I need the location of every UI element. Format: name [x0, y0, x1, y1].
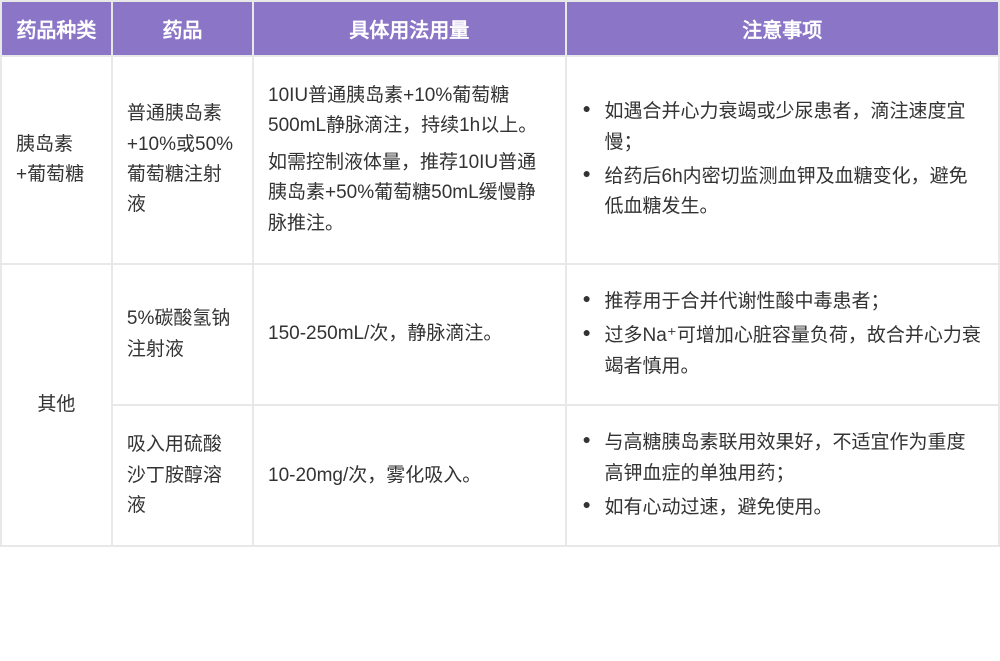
cell-drug: 5%碳酸氢钠注射液 [112, 264, 253, 405]
note-item: 给药后6h内密切监测血钾及血糖变化，避免低血糖发生。 [581, 162, 985, 223]
table-row: 吸入用硫酸沙丁胺醇溶液 10-20mg/次，雾化吸入。 与高糖胰岛素联用效果好，… [1, 405, 999, 546]
table-row: 其他 5%碳酸氢钠注射液 150-250mL/次，静脉滴注。 推荐用于合并代谢性… [1, 264, 999, 405]
notes-list: 如遇合并心力衰竭或少尿患者，滴注速度宜慢； 给药后6h内密切监测血钾及血糖变化，… [581, 97, 985, 223]
dosage-paragraph: 如需控制液体量，推荐10IU普通胰岛素+50%葡萄糖50mL缓慢静脉推注。 [268, 148, 551, 239]
cell-notes: 如遇合并心力衰竭或少尿患者，滴注速度宜慢； 给药后6h内密切监测血钾及血糖变化，… [566, 56, 1000, 264]
cell-drug: 吸入用硫酸沙丁胺醇溶液 [112, 405, 253, 546]
cell-notes: 与高糖胰岛素联用效果好，不适宜作为重度高钾血症的单独用药； 如有心动过速，避免使… [566, 405, 1000, 546]
table-body: 胰岛素+葡萄糖 普通胰岛素+10%或50%葡萄糖注射液 10IU普通胰岛素+10… [1, 56, 999, 546]
drug-table-container: 药品种类 药品 具体用法用量 注意事项 胰岛素+葡萄糖 普通胰岛素+10%或50… [0, 0, 1000, 547]
header-category: 药品种类 [1, 1, 112, 56]
notes-list: 与高糖胰岛素联用效果好，不适宜作为重度高钾血症的单独用药； 如有心动过速，避免使… [581, 428, 985, 523]
note-item: 与高糖胰岛素联用效果好，不适宜作为重度高钾血症的单独用药； [581, 428, 985, 489]
note-item: 过多Na⁺可增加心脏容量负荷，故合并心力衰竭者慎用。 [581, 321, 985, 382]
cell-notes: 推荐用于合并代谢性酸中毒患者； 过多Na⁺可增加心脏容量负荷，故合并心力衰竭者慎… [566, 264, 1000, 405]
note-item: 推荐用于合并代谢性酸中毒患者； [581, 287, 985, 317]
note-item: 如有心动过速，避免使用。 [581, 493, 985, 523]
cell-dosage: 150-250mL/次，静脉滴注。 [253, 264, 566, 405]
cell-drug: 普通胰岛素+10%或50%葡萄糖注射液 [112, 56, 253, 264]
cell-dosage: 10-20mg/次，雾化吸入。 [253, 405, 566, 546]
header-notes: 注意事项 [566, 1, 1000, 56]
dosage-paragraph: 10-20mg/次，雾化吸入。 [268, 461, 551, 491]
header-dosage: 具体用法用量 [253, 1, 566, 56]
dosage-paragraph: 10IU普通胰岛素+10%葡萄糖500mL静脉滴注，持续1h以上。 [268, 81, 551, 142]
note-item: 如遇合并心力衰竭或少尿患者，滴注速度宜慢； [581, 97, 985, 158]
table-row: 胰岛素+葡萄糖 普通胰岛素+10%或50%葡萄糖注射液 10IU普通胰岛素+10… [1, 56, 999, 264]
drug-table: 药品种类 药品 具体用法用量 注意事项 胰岛素+葡萄糖 普通胰岛素+10%或50… [0, 0, 1000, 547]
table-header-row: 药品种类 药品 具体用法用量 注意事项 [1, 1, 999, 56]
dosage-paragraph: 150-250mL/次，静脉滴注。 [268, 319, 551, 349]
header-drug: 药品 [112, 1, 253, 56]
cell-dosage: 10IU普通胰岛素+10%葡萄糖500mL静脉滴注，持续1h以上。 如需控制液体… [253, 56, 566, 264]
cell-category: 胰岛素+葡萄糖 [1, 56, 112, 264]
cell-category: 其他 [1, 264, 112, 546]
notes-list: 推荐用于合并代谢性酸中毒患者； 过多Na⁺可增加心脏容量负荷，故合并心力衰竭者慎… [581, 287, 985, 382]
